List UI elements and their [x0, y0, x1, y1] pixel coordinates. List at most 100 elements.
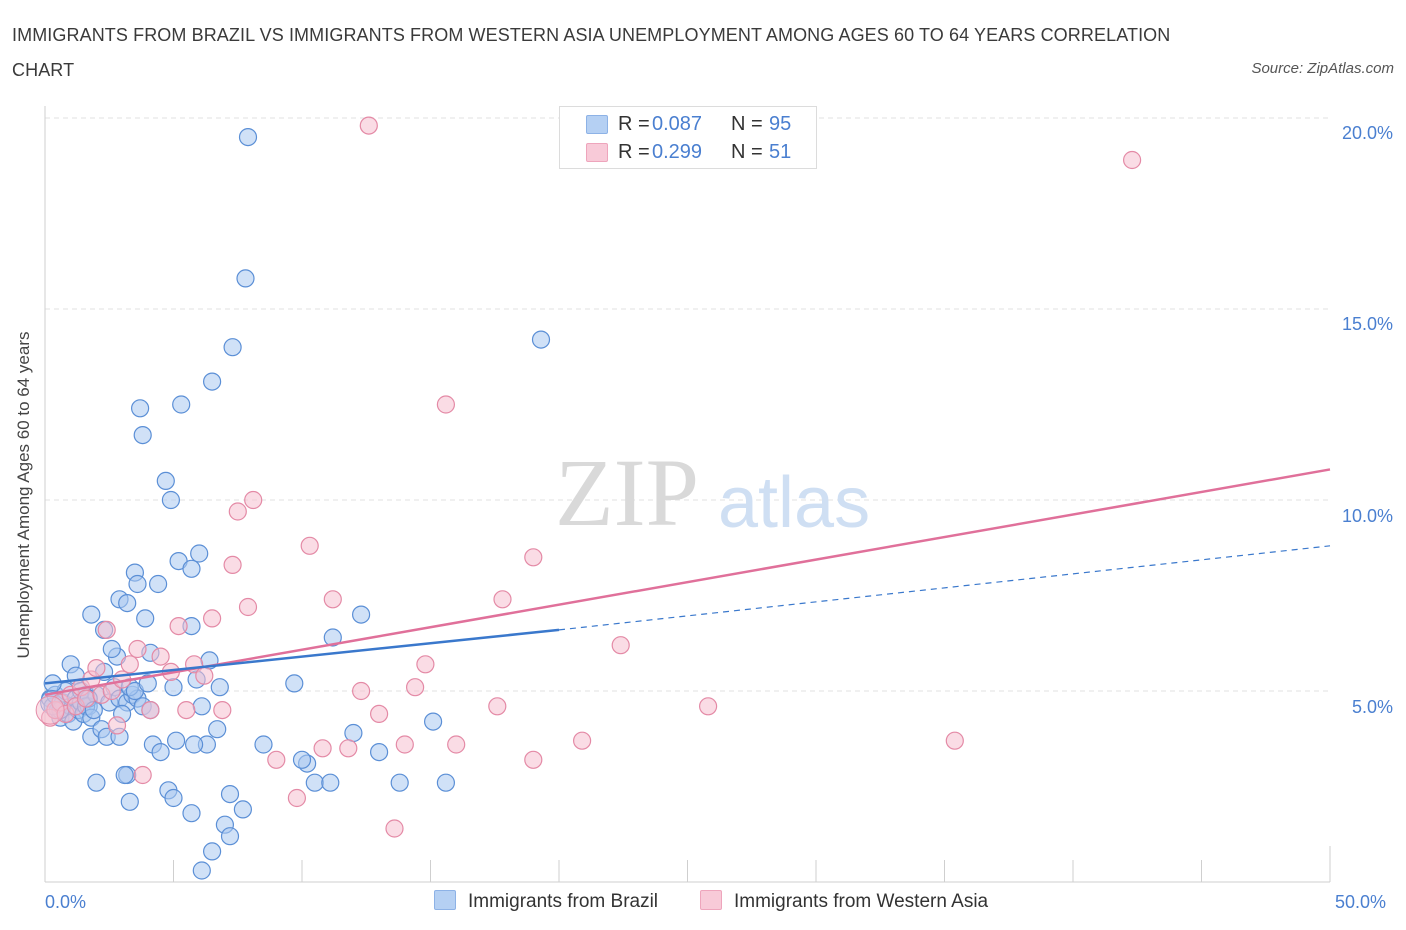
point-western-asia	[300, 536, 319, 555]
point-brazil	[285, 674, 304, 693]
point-brazil	[192, 697, 211, 716]
point-brazil	[128, 574, 147, 594]
point-brazil	[156, 471, 175, 490]
point-brazil	[390, 773, 409, 792]
trend-line-brazil-extension	[558, 545, 1331, 631]
point-western-asia	[339, 739, 358, 758]
watermark-zip: ZIP	[555, 439, 699, 546]
point-brazil	[138, 674, 157, 693]
point-western-asia	[120, 655, 139, 674]
y-tick-10: 10.0%	[1341, 506, 1393, 526]
point-western-asia	[228, 502, 247, 521]
bottom-legend-swatch-brazil	[434, 890, 456, 910]
point-brazil	[133, 426, 152, 445]
point-western-asia	[203, 609, 222, 628]
trend-lines	[44, 468, 1331, 697]
trend-line-brazil	[44, 628, 560, 685]
x-tick-left: 0.0%	[45, 892, 87, 912]
point-brazil	[118, 593, 137, 613]
point-western-asia	[945, 731, 964, 750]
point-brazil	[344, 723, 363, 743]
bottom-legend-western-asia: Immigrants from Western Asia	[700, 890, 988, 913]
watermark-atlas: atlas	[718, 463, 870, 543]
point-brazil	[185, 735, 204, 754]
grid-lines	[45, 117, 1330, 692]
point-brazil	[192, 861, 211, 880]
point-western-asia	[447, 735, 466, 754]
point-brazil	[436, 773, 455, 792]
point-western-asia	[1122, 150, 1142, 170]
point-western-asia	[524, 548, 543, 567]
point-brazil	[190, 544, 209, 563]
point-brazil	[352, 605, 371, 624]
point-western-asia	[267, 750, 286, 769]
point-brazil	[210, 678, 229, 697]
point-western-asia-cluster	[35, 695, 65, 725]
legend-r-label: R =	[618, 113, 650, 135]
point-western-asia	[141, 700, 160, 720]
bottom-legend-swatch-western-asia	[700, 890, 722, 910]
point-brazil	[102, 639, 121, 659]
point-western-asia	[493, 590, 512, 609]
point-brazil	[292, 750, 312, 769]
point-brazil	[254, 735, 273, 754]
chart-title: IMMIGRANTS FROM BRAZIL VS IMMIGRANTS FRO…	[12, 25, 1171, 80]
point-western-asia	[177, 700, 196, 720]
point-western-asia	[370, 704, 389, 724]
point-brazil	[531, 330, 551, 349]
point-brazil	[182, 804, 201, 823]
point-western-asia	[133, 765, 152, 785]
point-western-asia	[436, 395, 455, 414]
point-western-asia	[76, 689, 96, 708]
point-western-asia	[698, 697, 718, 716]
point-western-asia	[385, 819, 404, 838]
point-brazil	[370, 742, 389, 762]
point-brazil	[236, 269, 255, 288]
point-western-asia	[524, 750, 543, 769]
point-brazil	[208, 720, 227, 739]
y-tick-5: 5.0%	[1351, 697, 1393, 717]
point-brazil	[238, 128, 258, 147]
point-western-asia	[313, 739, 332, 758]
point-western-asia	[406, 678, 425, 697]
point-brazil	[115, 765, 134, 785]
bottom-legend-brazil: Immigrants from Brazil	[434, 890, 658, 913]
legend-n-label: N =	[731, 113, 763, 135]
y-tick-20: 20.0%	[1341, 123, 1393, 143]
point-brazil	[203, 842, 222, 861]
point-western-asia	[169, 616, 188, 636]
point-western-asia	[244, 490, 263, 510]
point-western-asia	[416, 655, 435, 674]
point-brazil	[424, 712, 443, 731]
point-brazil	[172, 395, 191, 414]
point-western-asia	[97, 620, 116, 640]
legend-swatch-brazil	[586, 115, 608, 134]
point-brazil	[203, 372, 222, 391]
series-brazil-points	[40, 128, 551, 880]
correlation-legend: R = 0.087 N = 95 R = 0.299 N = 51	[559, 106, 817, 169]
point-brazil	[233, 800, 252, 819]
bottom-legend-label-western-asia: Immigrants from Western Asia	[734, 891, 989, 912]
point-brazil	[164, 678, 183, 697]
point-brazil	[149, 574, 168, 594]
y-tick-15: 15.0%	[1341, 314, 1393, 334]
point-brazil	[87, 773, 106, 792]
point-brazil	[167, 731, 186, 750]
legend-n-value-brazil: 95	[769, 113, 792, 135]
legend-n-label: N =	[731, 141, 763, 163]
point-brazil	[220, 784, 240, 804]
trend-line-western-asia	[44, 468, 1331, 697]
point-brazil	[305, 773, 324, 792]
axes	[44, 106, 1331, 883]
point-western-asia	[238, 597, 258, 617]
point-western-asia	[213, 700, 232, 720]
point-brazil	[182, 559, 201, 578]
point-brazil	[220, 827, 240, 846]
point-brazil	[120, 792, 139, 811]
source-credit: Source: ZipAtlas.com	[1251, 60, 1394, 77]
legend-r-value-western-asia: 0.299	[652, 141, 703, 163]
point-western-asia	[352, 681, 371, 701]
point-western-asia	[223, 555, 242, 575]
point-brazil	[82, 605, 101, 624]
point-western-asia	[87, 658, 106, 678]
